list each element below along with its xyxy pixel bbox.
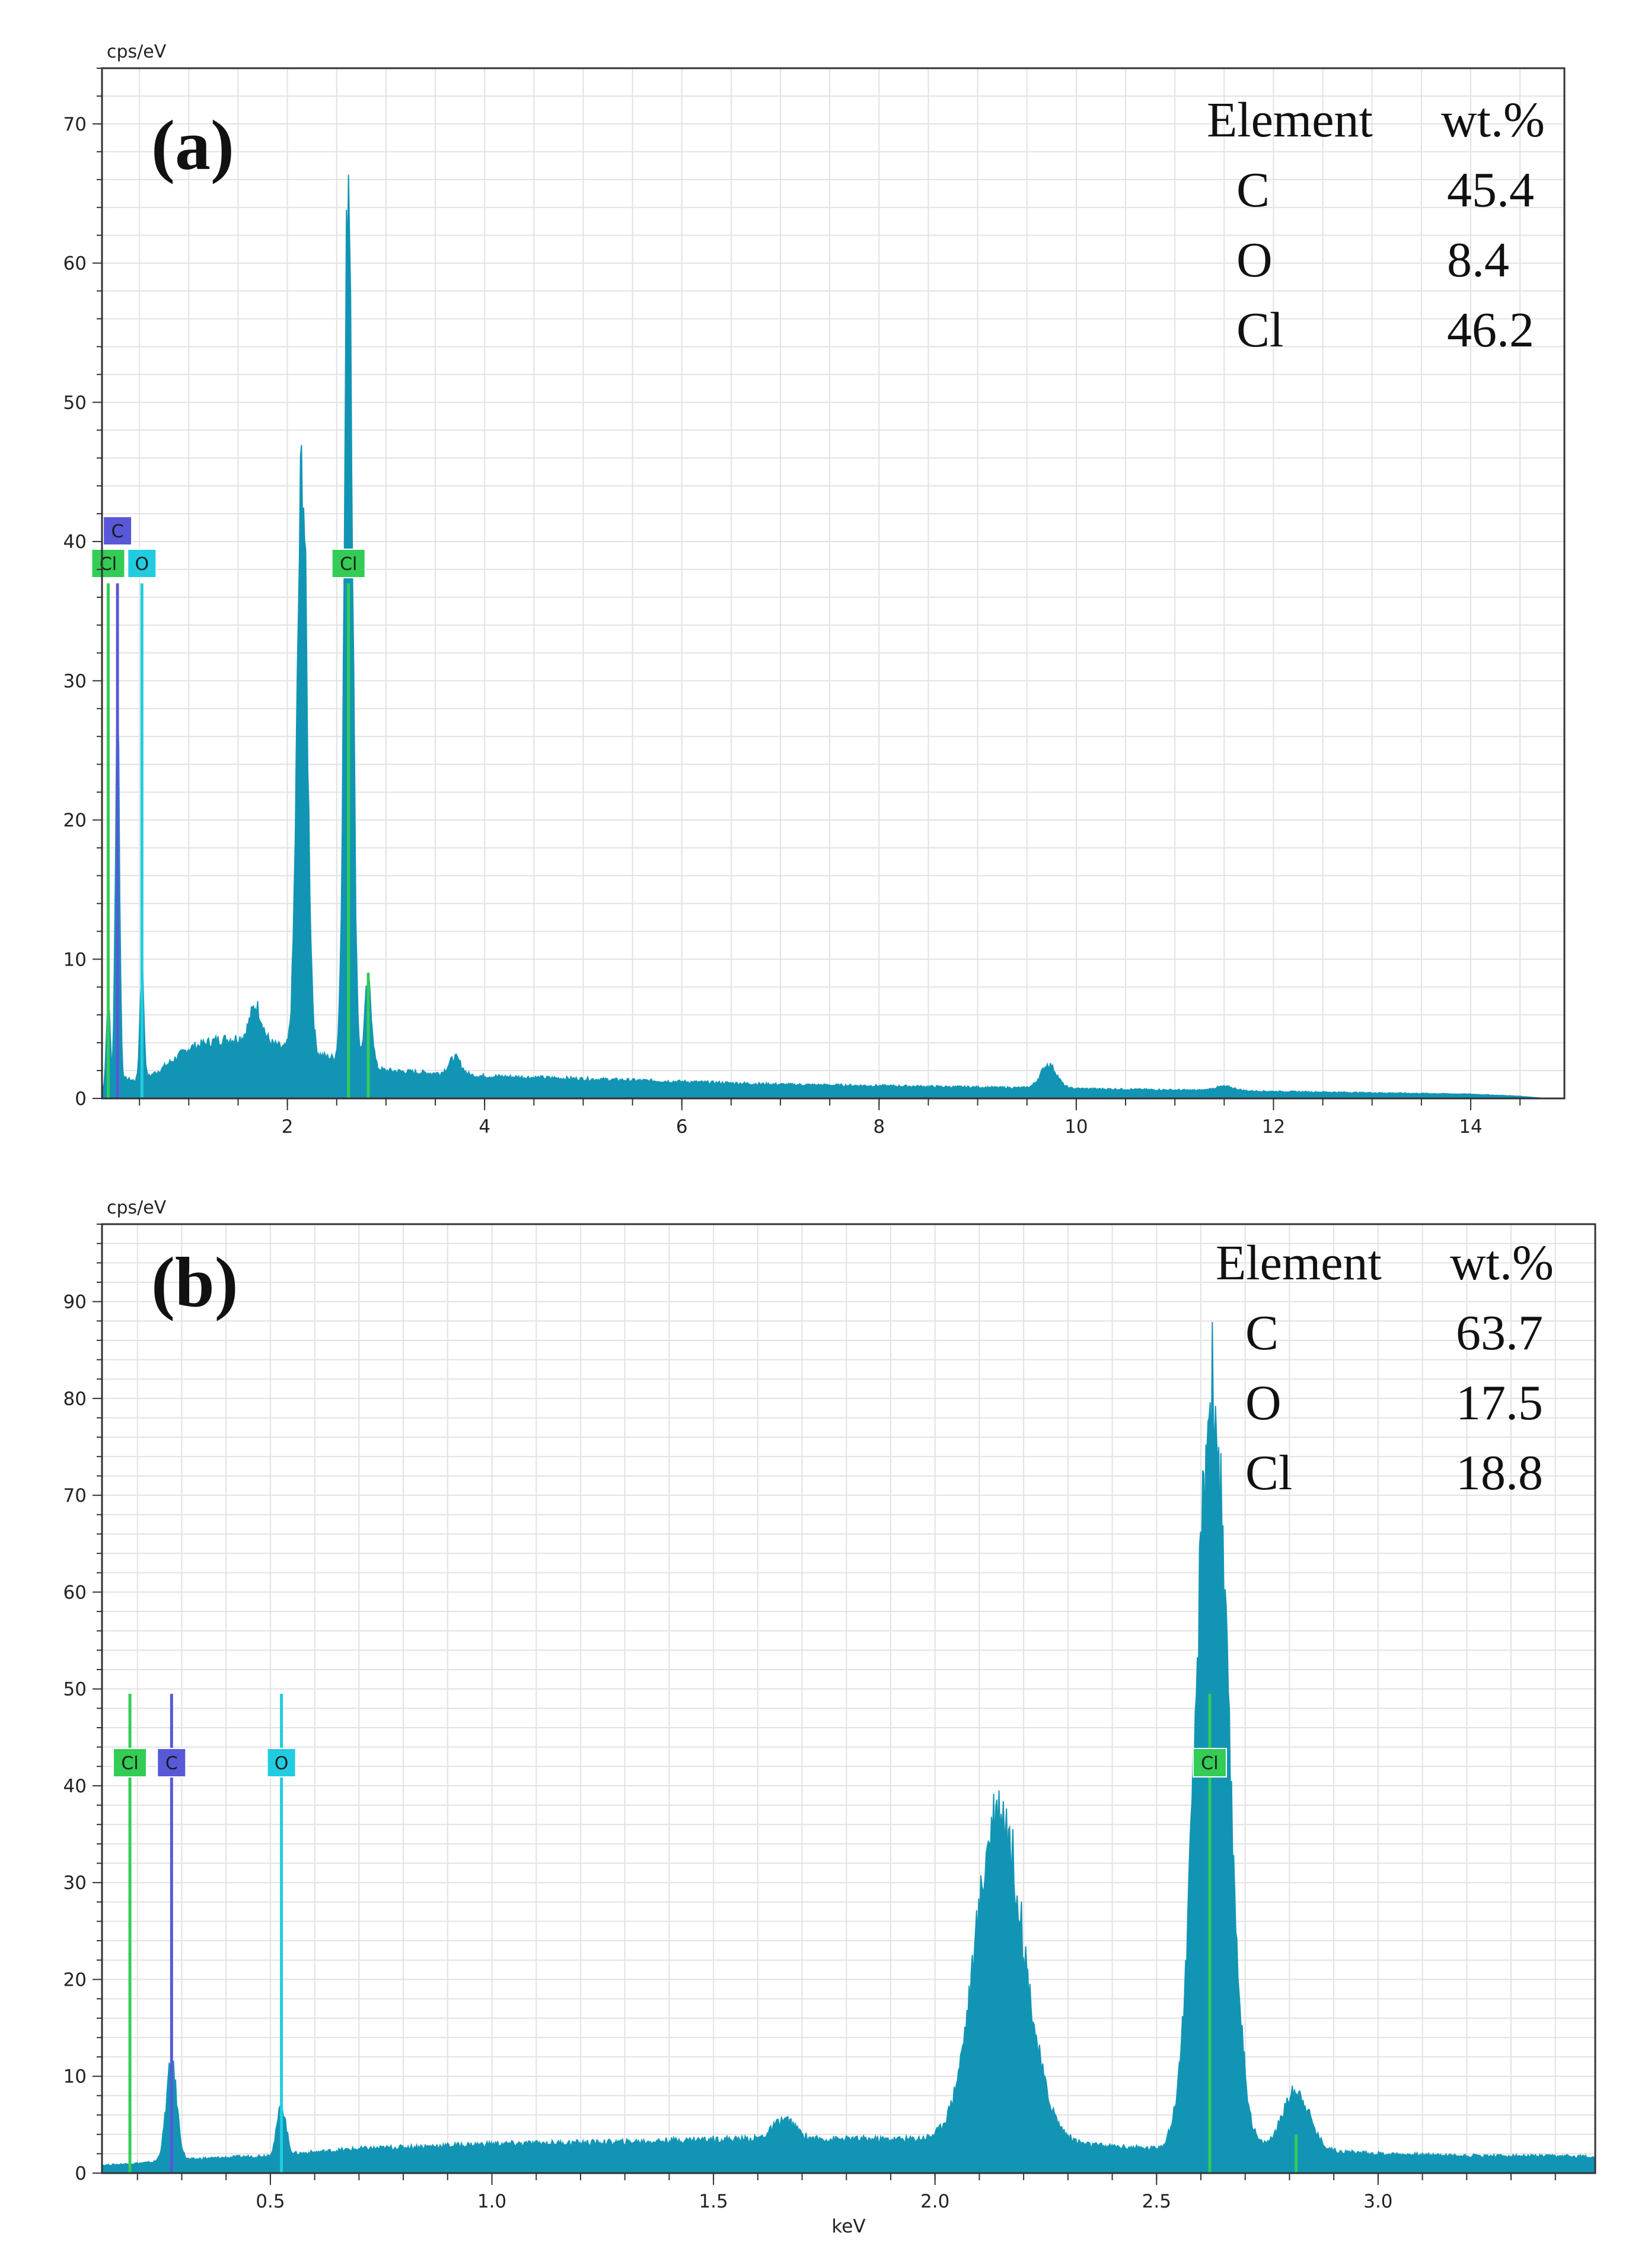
table-header-element: Element xyxy=(1216,1235,1382,1291)
x-tick-label: 6 xyxy=(676,1116,688,1134)
x-tick-label: 14 xyxy=(1459,1116,1482,1134)
eds-spectrum-chart-a: CClOCl0102030405060702468101214cps/eVkeV… xyxy=(63,42,1566,1134)
table-row-element: C xyxy=(1245,1305,1279,1361)
composition-table: Element wt.% C 45.4 O 8.4 Cl 46.2 xyxy=(1207,93,1545,358)
element-marker: O xyxy=(266,1693,297,2173)
table-row-value: 18.8 xyxy=(1456,1445,1543,1501)
element-tag-box xyxy=(266,1748,297,1778)
table-row-element: C xyxy=(1236,163,1270,218)
y-tick-label: 70 xyxy=(63,1485,87,1506)
element-marker: Cl xyxy=(91,549,126,1098)
x-tick-label: 1.0 xyxy=(477,2191,506,2212)
y-tick-label: 30 xyxy=(63,671,87,692)
x-axis-label: keV xyxy=(831,2216,865,2237)
table-row-value: 8.4 xyxy=(1447,232,1509,288)
y-tick-label: 10 xyxy=(63,2066,87,2088)
plot-frame xyxy=(101,67,1566,1100)
element-marker: Cl xyxy=(1192,1693,1227,2173)
element-tag-label: Cl xyxy=(121,1753,138,1774)
y-tick-label: 20 xyxy=(63,1969,87,1990)
x-tick-label: 10 xyxy=(1064,1116,1088,1134)
element-tag-label: Cl xyxy=(340,554,357,575)
table-header-wt: wt.% xyxy=(1450,1235,1554,1291)
table-row-value: 46.2 xyxy=(1447,302,1534,358)
eds-spectrum-panel-b: Cl C O Cl 0 10 20 30 40 50 60 70 80 90 0.5 1.0 1.5 2.0 2.5… xyxy=(0,1134,1648,2268)
table-row-element: O xyxy=(1236,232,1273,288)
x-tick-label: 2.0 xyxy=(920,2191,949,2212)
table-row-element: Cl xyxy=(1245,1445,1292,1501)
element-tag-box xyxy=(91,549,126,578)
y-tick-label: 20 xyxy=(63,810,87,832)
table-header-element: Element xyxy=(1207,93,1373,148)
composition-table: Element wt.% C 63.7 O 17.5 Cl 18.8 xyxy=(1216,1235,1554,1501)
x-tick-label: 2 xyxy=(282,1116,294,1134)
spectrum-area xyxy=(101,1321,1596,2174)
panel-label: (a) xyxy=(151,106,234,184)
element-tag-box xyxy=(1192,1748,1227,1778)
y-tick-label: 60 xyxy=(63,1582,87,1603)
element-tag-box xyxy=(331,549,366,578)
x-tick-label: 1.5 xyxy=(699,2191,728,2212)
y-tick-label: 90 xyxy=(63,1292,87,1313)
element-marker: Cl xyxy=(331,549,366,1098)
table-row-element: O xyxy=(1245,1375,1282,1431)
y-tick-label: 0 xyxy=(75,1088,87,1110)
y-tick-label: 40 xyxy=(63,1776,87,1797)
element-tag-box xyxy=(157,1748,187,1778)
eds-spectrum-panel-a: CClOCl0102030405060702468101214cps/eVkeV… xyxy=(63,42,1566,1134)
element-tag-label: Cl xyxy=(1201,1753,1218,1774)
table-row-element: Cl xyxy=(1236,302,1283,358)
x-tick-label: 4 xyxy=(479,1116,490,1134)
x-tick-label: 8 xyxy=(873,1116,885,1134)
plot-frame xyxy=(101,1223,1596,2174)
x-tick-label: 12 xyxy=(1262,1116,1285,1134)
y-tick-label: 10 xyxy=(63,949,87,970)
table-row-value: 17.5 xyxy=(1456,1375,1543,1431)
element-marker: O xyxy=(127,549,157,1098)
element-marker: C xyxy=(157,1693,187,2173)
y-tick-label: 60 xyxy=(63,253,87,275)
table-header-wt: wt.% xyxy=(1441,93,1545,148)
element-tag-box xyxy=(103,516,133,546)
table-row-value: 45.4 xyxy=(1447,163,1534,218)
y-tick-label: 50 xyxy=(63,392,87,413)
y-tick-label: 70 xyxy=(63,114,87,135)
element-tag-box xyxy=(127,549,157,578)
grid-lines xyxy=(102,68,1564,1099)
element-tag-label: C xyxy=(111,521,124,542)
element-marker: C xyxy=(103,516,133,1098)
y-tick-label: 30 xyxy=(63,1872,87,1894)
x-tick-label: 3.0 xyxy=(1363,2191,1392,2212)
x-tick-label: 2.5 xyxy=(1142,2191,1171,2212)
element-tag-label: O xyxy=(135,554,149,575)
element-tag-label: O xyxy=(275,1753,289,1774)
table-row-value: 63.7 xyxy=(1456,1305,1543,1361)
grid-lines xyxy=(102,1224,1595,2174)
y-tick-label: 50 xyxy=(63,1679,87,1700)
element-tag-label: C xyxy=(165,1753,178,1774)
element-tag-box xyxy=(113,1748,148,1778)
y-axis-label: cps/eV xyxy=(107,42,167,62)
y-axis-label: cps/eV xyxy=(107,1197,167,1218)
panel-label: (b) xyxy=(151,1243,238,1321)
y-tick-label: 40 xyxy=(63,531,87,553)
x-tick-label: 0.5 xyxy=(256,2191,285,2212)
spectrum-area xyxy=(101,174,1564,1099)
element-marker: Cl xyxy=(113,1693,148,2173)
y-tick-label: 0 xyxy=(75,2163,87,2184)
y-tick-label: 80 xyxy=(63,1388,87,1410)
